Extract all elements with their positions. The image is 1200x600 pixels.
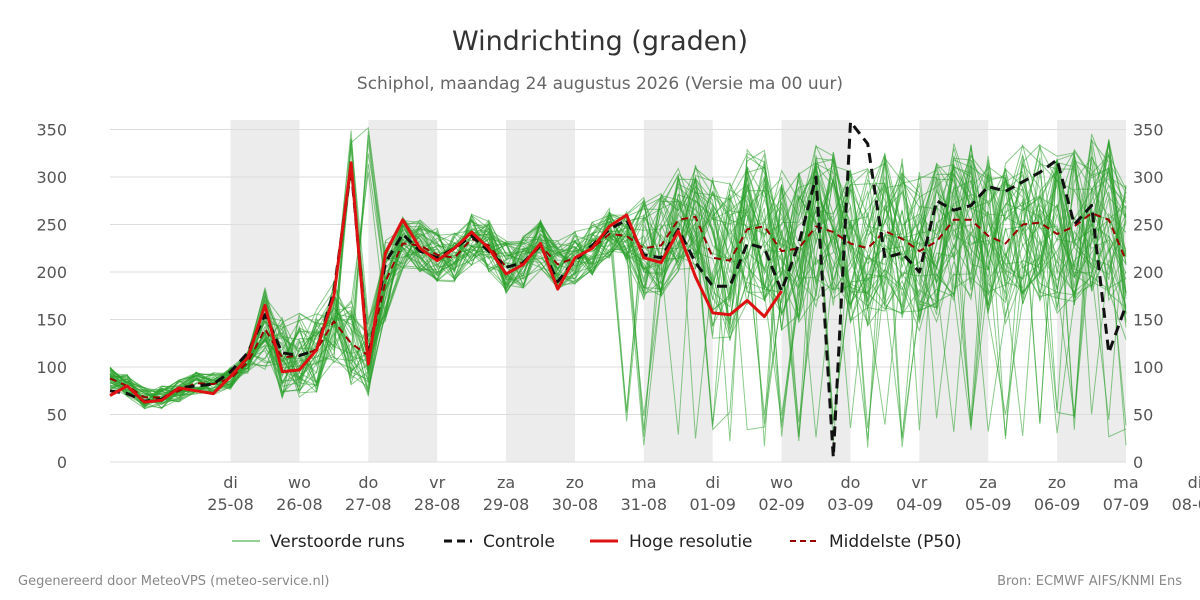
y-tick-right-100: 100 <box>1133 358 1164 377</box>
x-tick-date-11: 04-09 <box>896 495 943 514</box>
x-tick-day-7: ma <box>631 473 656 492</box>
x-tick-day-14: ma <box>1113 473 1138 492</box>
x-tick-day-10: do <box>840 473 860 492</box>
x-tick-date-13: 06-09 <box>1034 495 1081 514</box>
x-tick-day-3: do <box>358 473 378 492</box>
y-tick-left-300: 300 <box>36 168 67 187</box>
x-tick-date-15: 08-09 <box>1172 495 1200 514</box>
chart-title: Windrichting (graden) <box>452 26 748 57</box>
x-tick-date-7: 31-08 <box>621 495 668 514</box>
legend-label-p50: Middelste (P50) <box>829 532 962 552</box>
y-tick-right-0: 0 <box>1133 453 1143 472</box>
x-tick-day-13: zo <box>1048 473 1066 492</box>
y-axis-right: 0 50 100 150 200 250 300 350 <box>1133 121 1164 473</box>
main-series <box>109 120 1128 459</box>
footer-generated-by: Gegenereerd door MeteoVPS (meteo-service… <box>18 574 329 589</box>
x-tick-date-12: 05-09 <box>965 495 1012 514</box>
x-tick-date-3: 27-08 <box>345 495 392 514</box>
x-tick-day-1: di <box>223 473 238 492</box>
ensemble-run-line <box>109 160 1127 437</box>
x-tick-date-6: 30-08 <box>552 495 599 514</box>
series-line-middelste-p50 <box>109 212 1127 399</box>
x-tick-date-10: 03-09 <box>827 495 874 514</box>
y-tick-left-0: 0 <box>57 453 67 472</box>
series-line-hoge-resolutie <box>109 161 783 404</box>
ensemble-run-line <box>109 153 1127 406</box>
weekend-band-2 <box>506 120 575 462</box>
x-tick-day-12: za <box>979 473 997 492</box>
x-axis: di 25-08 wo 26-08 do 27-08 vr 28-08 za 29-08 zo 30-… <box>207 473 1200 514</box>
x-tick-day-6: zo <box>566 473 584 492</box>
y-tick-left-150: 150 <box>36 311 67 330</box>
ensemble-run-line <box>109 148 1127 442</box>
x-tick-date-1: 25-08 <box>207 495 254 514</box>
x-tick-day-4: vr <box>429 473 445 492</box>
x-tick-date-14: 07-09 <box>1103 495 1150 514</box>
x-tick-day-9: wo <box>770 473 793 492</box>
y-axis-left: 0 50 100 150 200 250 300 350 <box>36 121 67 473</box>
x-tick-day-2: wo <box>288 473 311 492</box>
x-tick-day-8: di <box>705 473 720 492</box>
y-tick-right-50: 50 <box>1133 406 1153 425</box>
x-tick-day-11: vr <box>911 473 927 492</box>
y-tick-right-200: 200 <box>1133 263 1164 282</box>
y-tick-right-150: 150 <box>1133 311 1164 330</box>
y-tick-left-250: 250 <box>36 216 67 235</box>
legend-label-controle: Controle <box>483 532 555 552</box>
ensemble-run-line <box>109 143 1127 424</box>
x-tick-date-9: 02-09 <box>758 495 805 514</box>
x-tick-date-5: 29-08 <box>483 495 530 514</box>
x-tick-date-4: 28-08 <box>414 495 461 514</box>
y-tick-right-300: 300 <box>1133 168 1164 187</box>
x-tick-day-5: za <box>497 473 515 492</box>
y-tick-left-200: 200 <box>36 263 67 282</box>
footer-source: Bron: ECMWF AIFS/KNMI Ens <box>997 574 1182 589</box>
ensemble-run-line <box>109 143 1127 398</box>
y-tick-left-50: 50 <box>47 406 67 425</box>
y-tick-left-100: 100 <box>36 358 67 377</box>
series-line-controle <box>109 120 1128 459</box>
x-tick-day-15: di <box>1188 473 1200 492</box>
chart-subtitle: Schiphol, maandag 24 augustus 2026 (Vers… <box>357 74 843 94</box>
x-tick-date-8: 01-09 <box>689 495 736 514</box>
y-tick-right-250: 250 <box>1133 216 1164 235</box>
x-tick-date-2: 26-08 <box>276 495 323 514</box>
legend-label-ensemble: Verstoorde runs <box>270 532 405 552</box>
y-tick-right-350: 350 <box>1133 121 1164 140</box>
y-tick-left-350: 350 <box>36 121 67 140</box>
legend-label-hoge-resolutie: Hoge resolutie <box>629 532 753 552</box>
legend: Verstoorde runs Controle Hoge resolutie … <box>232 532 962 552</box>
